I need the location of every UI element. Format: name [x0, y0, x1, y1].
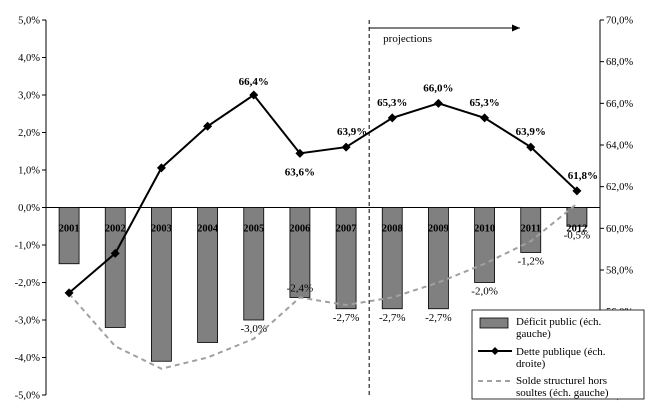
bar-deficit: [335, 207, 357, 310]
data-label-dette: 63,6%: [285, 166, 315, 178]
data-label-deficit: -2,7%: [333, 312, 360, 324]
data-label-dette: 66,0%: [423, 82, 453, 94]
data-label-deficit: -3,0%: [240, 323, 267, 335]
y-left-tick-label: 3,0%: [18, 91, 40, 102]
category-label: 2012: [566, 224, 587, 235]
legend-label-dette: Dette publique (éch.: [516, 346, 606, 358]
line-dette-publique: [68, 93, 578, 294]
data-label-dette: 61,8%: [568, 170, 598, 182]
y-right-tick-label: 68,0%: [606, 57, 633, 68]
bar-deficit: [566, 207, 588, 227]
point-dette-publique: [64, 288, 74, 298]
y-left-tick-label: 4,0%: [18, 53, 40, 64]
y-right-tick-label: 64,0%: [606, 141, 633, 152]
bar-deficit: [474, 207, 495, 283]
category-label: 2008: [382, 224, 403, 235]
legend-label-deficit: Déficit public (éch.: [516, 316, 601, 328]
y-right-tick-label: 60,0%: [606, 224, 633, 235]
line-solde-structurel: [68, 202, 578, 370]
y-left-tick-label: -5,0%: [15, 391, 41, 401]
bar-deficit: [381, 207, 403, 310]
y-left-tick-label: 1,0%: [18, 166, 40, 177]
data-label-dette: 63,9%: [337, 126, 367, 138]
point-dette-publique: [526, 142, 536, 152]
y-left-tick-label: 5,0%: [18, 16, 40, 27]
y-left-tick-label: -2,0%: [15, 278, 41, 289]
y-left-tick-label: -3,0%: [15, 316, 41, 327]
projections-label: projections: [383, 33, 432, 45]
category-label: 2007: [336, 224, 357, 235]
data-label-deficit: -2,7%: [425, 312, 452, 324]
point-dette-publique: [433, 98, 443, 108]
point-dette-publique: [295, 148, 305, 158]
data-label-deficit: -1,2%: [517, 256, 544, 268]
y-right-tick-label: 66,0%: [606, 99, 633, 110]
legend-label-solde: Solde structurel hors: [516, 375, 607, 387]
y-left-tick-label: -1,0%: [15, 241, 41, 252]
point-dette-publique: [203, 121, 213, 131]
legend-label-solde-2: soultes (éch. gauche): [516, 387, 609, 399]
legend-label-dette-2: droite): [516, 358, 546, 370]
category-label: 2005: [243, 224, 264, 235]
bar-deficit: [151, 207, 172, 362]
bar-deficit: [197, 207, 218, 343]
data-label-dette: 66,4%: [239, 76, 269, 88]
data-label-dette: 63,9%: [516, 126, 546, 138]
point-dette-publique: [249, 90, 259, 100]
y-right-tick-label: 58,0%: [606, 266, 633, 277]
point-dette-publique: [387, 113, 397, 123]
data-label-deficit: -2,4%: [287, 283, 314, 295]
bar-deficit: [520, 207, 542, 253]
point-dette-publique: [480, 113, 490, 123]
bar-deficit: [104, 207, 126, 328]
bar-deficit: [243, 207, 265, 321]
projections-arrowhead: [512, 24, 520, 32]
category-label: 2010: [474, 224, 495, 235]
data-label-dette: 65,3%: [377, 97, 407, 109]
bar-deficit: [58, 207, 80, 265]
y-right-tick-label: 70,0%: [606, 16, 633, 27]
category-label: 2006: [289, 224, 310, 235]
category-label: 2001: [59, 224, 80, 235]
y-right-tick-label: 62,0%: [606, 182, 633, 193]
point-dette-publique: [572, 186, 582, 196]
data-label-deficit: -2,7%: [379, 312, 406, 324]
legend-marker-dette: [491, 347, 499, 355]
category-label: 2003: [151, 224, 172, 235]
data-label-deficit: -0,5%: [564, 229, 591, 241]
point-dette-publique: [156, 163, 166, 173]
category-label: 2004: [197, 224, 219, 235]
category-label: 2009: [428, 224, 449, 235]
point-dette-publique: [341, 142, 351, 152]
legend-label-deficit-2: gauche): [516, 328, 551, 340]
data-label-deficit: -2,0%: [471, 286, 498, 298]
y-left-tick-label: 0,0%: [18, 203, 40, 214]
y-left-tick-label: -4,0%: [15, 353, 41, 364]
legend-swatch-deficit: [479, 317, 509, 329]
point-dette-publique: [110, 248, 120, 258]
data-label-dette: 65,3%: [469, 97, 499, 109]
category-label: 2002: [105, 224, 126, 235]
y-left-tick-label: 2,0%: [18, 128, 40, 139]
category-label: 2011: [521, 224, 541, 235]
